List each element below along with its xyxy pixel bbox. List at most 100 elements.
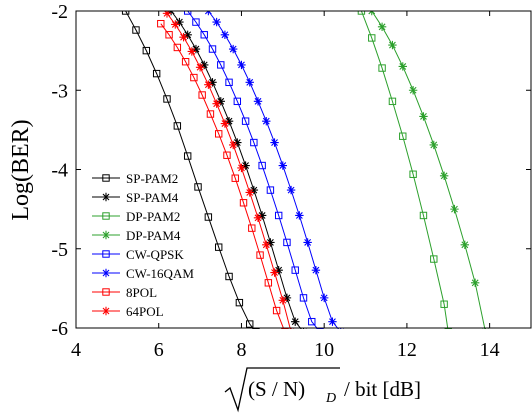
series-8pol-line xyxy=(160,23,285,329)
series-sp-pam4-point xyxy=(291,317,300,326)
series-sp-pam4-point xyxy=(274,265,283,275)
series-8pol-point xyxy=(281,328,289,329)
series-cw-16qam-point xyxy=(303,238,312,247)
x-tick-label: 10 xyxy=(314,339,334,361)
series-sp-pam4-point xyxy=(249,185,259,195)
y-tick-label: -4 xyxy=(51,160,68,182)
series-dp-pam4-point xyxy=(398,62,407,71)
series-dp-pam4-point xyxy=(408,86,418,95)
x-axis-label-unit: / bit [dB] xyxy=(344,377,421,401)
series-cw-16qam-point xyxy=(278,161,288,170)
series-64pol-point xyxy=(187,47,197,56)
series-64pol-point xyxy=(162,11,172,18)
series-cw-qpsk-point xyxy=(308,317,316,326)
series-64pol-point xyxy=(228,140,238,150)
series-dp-pam4-point xyxy=(419,112,428,121)
series-cw-16qam-point xyxy=(245,78,254,87)
series-sp-pam2-point xyxy=(163,95,171,103)
series-sp-pam2-point xyxy=(204,213,213,221)
series-cw-qpsk-point xyxy=(241,117,250,125)
x-tick-label: 14 xyxy=(480,339,500,361)
series-sp-pam2-point xyxy=(225,272,233,281)
y-tick-label: -6 xyxy=(51,318,68,340)
legend-entry-64pol: 64POL xyxy=(92,304,164,319)
y-axis-label: Log(BER) xyxy=(8,119,34,220)
legend-label: CW-16QAM xyxy=(126,266,194,281)
series-8pol-point xyxy=(223,151,231,159)
x-tick-label: 4 xyxy=(71,339,81,361)
series-cw-qpsk-point xyxy=(208,45,217,53)
legend-swatch-marker xyxy=(102,174,110,182)
series-sp-pam4-point xyxy=(183,30,192,39)
series-cw-16qam-point xyxy=(295,211,304,220)
series-cw-16qam-point xyxy=(328,317,337,326)
legend-swatch-marker xyxy=(102,212,110,220)
series-sp-pam2-point xyxy=(252,328,260,329)
series-dp-pam4-point xyxy=(460,240,470,249)
series-8pol-point xyxy=(165,31,173,39)
x-axis-label: (S / N) D / bit [dB] xyxy=(224,367,421,413)
series-64pol-point xyxy=(171,20,180,29)
series-cw-qpsk-point xyxy=(192,18,200,26)
x-tick-label: 8 xyxy=(236,339,246,361)
series-cw-16qam-point xyxy=(228,44,238,54)
legend-entry-cw-qpsk: CW-QPSK xyxy=(92,247,184,262)
series-sp-pam4-point xyxy=(216,97,225,106)
y-tick-label: -5 xyxy=(51,239,68,261)
series-sp-pam2-point xyxy=(173,122,182,130)
series-dp-pam2-point xyxy=(388,97,397,106)
x-axis-label-subscript: D xyxy=(325,391,336,406)
series-8pol-point xyxy=(231,174,239,182)
series-dp-pam2-point xyxy=(378,64,386,72)
series-64pol-line xyxy=(166,13,291,329)
x-tick-label: 6 xyxy=(154,339,164,361)
legend-swatch-marker xyxy=(101,268,111,278)
series-64pol-point xyxy=(195,63,205,72)
series-dp-pam4-point xyxy=(388,40,397,50)
series-64pol-point xyxy=(204,80,213,89)
series-cw-qpsk-point xyxy=(225,78,233,87)
series-sp-pam4-point xyxy=(241,161,250,170)
legend-label: 64POL xyxy=(126,304,164,319)
legend-label: CW-QPSK xyxy=(126,247,184,262)
series-8pol-point xyxy=(239,199,248,207)
series-cw-qpsk-point xyxy=(283,238,291,247)
series-sp-pam2-point xyxy=(246,320,254,328)
series-cw-qpsk-point xyxy=(250,138,258,147)
series-sp-pam2-line xyxy=(125,11,255,329)
series-8pol-point xyxy=(206,110,215,118)
legend-swatch-marker xyxy=(101,230,111,240)
series-dp-pam4-point xyxy=(470,278,480,288)
series-cw-16qam-point xyxy=(253,97,263,106)
legend-swatch-marker xyxy=(101,306,111,316)
series-64pol-point xyxy=(212,99,221,108)
series-dp-pam4-point xyxy=(377,22,387,32)
series-8pol-point xyxy=(264,279,273,287)
series-64pol-point xyxy=(245,188,254,197)
series-cw-qpsk-point xyxy=(274,211,283,220)
series-sp-pam2-point xyxy=(194,183,202,191)
series-cw-16qam-point xyxy=(270,138,279,147)
series-8pol-point xyxy=(215,130,223,138)
sqrt-sign xyxy=(224,367,340,413)
series-64pol-point xyxy=(262,240,271,249)
series-8pol-point xyxy=(272,306,281,315)
series-cw-qpsk-point xyxy=(200,31,208,39)
series-sp-pam2-point xyxy=(152,69,161,78)
series-dp-pam2-point xyxy=(440,300,448,308)
series-8pol-point xyxy=(190,73,198,82)
series-dp-pam4 xyxy=(367,11,489,329)
legend-entry-dp-pam2: DP-PAM2 xyxy=(92,209,180,224)
series-8pol-point xyxy=(198,91,206,99)
series-sp-pam4-point xyxy=(208,78,217,87)
series-64pol xyxy=(162,11,295,329)
series-sp-pam4-point xyxy=(257,211,267,220)
series-sp-pam4-point xyxy=(224,116,234,126)
series-sp-pam2 xyxy=(121,11,260,329)
legend-label: DP-PAM4 xyxy=(126,228,181,243)
series-64pol-point xyxy=(278,296,288,305)
series-dp-pam2-point xyxy=(444,328,452,329)
series-sp-pam2-point xyxy=(132,26,140,34)
series-cw-qpsk-line xyxy=(187,11,319,329)
series-sp-pam2-point xyxy=(183,152,192,160)
